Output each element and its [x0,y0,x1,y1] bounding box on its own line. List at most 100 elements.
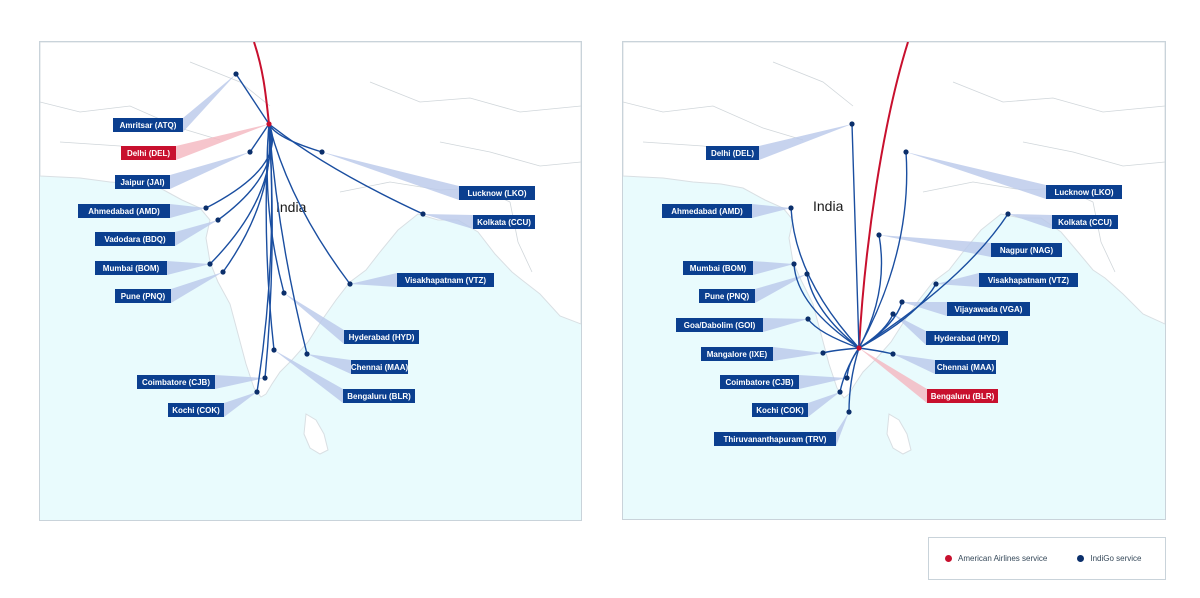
label-text: Mangalore (IXE) [707,350,768,359]
routes-layer [167,42,473,417]
city-label-pune-pnq: Pune (PNQ) [699,289,755,303]
pointer-wedge-kochi-cok [808,392,840,417]
map-svg-delhi: India Amritsar (ATQ) Delhi (DEL) Jaipur (J… [40,42,581,520]
city-dot-vijayawada-vga [899,299,905,305]
city-dot-visakhapatnam-vtz [933,281,939,287]
city-label-coimbatore-cjb: Coimbatore (CJB) [720,375,799,389]
navy-dot-icon [1077,555,1085,562]
route-line-visakhapatnam-vtz [268,123,351,285]
label-box [78,204,170,218]
city-label-hyderabad-hyd: Hyderabad (HYD) [926,331,1008,345]
city-label-vadodara-bdq: Vadodara (BDQ) [95,232,175,246]
label-text: Jaipur (JAI) [120,178,164,187]
pointer-wedge-bengaluru-blr [859,348,927,403]
city-dot-mumbai-bom [791,261,797,267]
pointer-wedge-ahmedabad-amd [752,204,791,218]
label-text: Chennai (MAA) [351,363,409,372]
route-line-goa-dabolim-goi [807,318,860,349]
label-box [683,261,753,275]
label-text: Hyderabad (HYD) [349,333,415,342]
route-line-pune-pnq [806,273,860,349]
city-label-mumbai-bom: Mumbai (BOM) [95,261,167,275]
label-box [714,432,836,446]
route-line-chennai-maa [268,123,308,355]
city-dot-amritsar-atq [233,71,239,77]
route-line-lucknow-lko [268,123,323,153]
city-label-amritsar-atq: Amritsar (ATQ) [113,118,183,132]
pointer-wedge-vijayawada-vga [902,302,947,316]
city-label-kolkata-ccu: Kolkata (CCU) [473,215,535,229]
route-line-amritsar-atq [235,73,270,125]
pointer-wedge-thiruvananthapuram-trv [836,412,849,446]
route-line-bengaluru-blr [265,123,275,351]
city-label-delhi-del: Delhi (DEL) [121,146,176,160]
city-label-chennai-maa: Chennai (MAA) [935,360,996,374]
label-text: Kolkata (CCU) [1058,218,1112,227]
pointer-wedge-jaipur-jai [170,152,250,189]
city-label-nagpur-nag: Nagpur (NAG) [991,243,1062,257]
label-box [343,389,415,403]
label-text: Vijayawada (VGA) [955,305,1023,314]
city-dot-bengaluru-blr [856,345,862,351]
label-text: Vadodara (BDQ) [104,235,166,244]
city-label-goa-dabolim-goi: Goa/Dabolim (GOI) [676,318,763,332]
label-box [991,243,1062,257]
route-line-delhi-del [851,123,860,349]
city-dot-coimbatore-cjb [262,375,268,381]
pointer-wedge-lucknow-lko [322,152,459,200]
country-label-india: India [813,198,844,214]
label-text: Ahmedabad (AMD) [671,207,743,216]
label-text: Goa/Dabolim (GOI) [684,321,756,330]
city-label-lucknow-lko: Lucknow (LKO) [1046,185,1122,199]
labels-layer: Delhi (DEL) Ahmedabad (AMD) Mumbai (BOM) Pu… [662,146,1122,446]
city-dot-lucknow-lko [319,149,325,155]
legend-american-label: American Airlines service [958,554,1048,563]
american-route-line [858,42,909,349]
label-text: Coimbatore (CJB) [142,378,210,387]
label-box [927,389,998,403]
country-label-india: India [276,199,307,215]
sri-lanka [303,413,329,455]
route-line-kolkata-ccu [858,213,1009,349]
city-dot-ahmedabad-amd [203,205,209,211]
city-dot-delhi-del [849,121,855,127]
city-dot-chennai-maa [304,351,310,357]
city-label-jaipur-jai: Jaipur (JAI) [115,175,170,189]
pointer-wedge-goa-dabolim-goi [763,318,808,332]
label-box [935,360,996,374]
route-line-nagpur-nag [858,234,883,349]
route-line-hyderabad-hyd [858,313,894,349]
label-text: Chennai (MAA) [937,363,995,372]
label-box [926,331,1008,345]
route-line-ahmedabad-amd [790,207,860,349]
city-label-vijayawada-vga: Vijayawada (VGA) [947,302,1030,316]
pointer-wedge-amritsar-atq [183,74,236,132]
city-label-delhi-del: Delhi (DEL) [706,146,759,160]
label-box [699,289,755,303]
pointer-wedge-lucknow-lko [906,152,1046,199]
labels-layer: Amritsar (ATQ) Delhi (DEL) Jaipur (JAI) Ahm… [78,118,535,417]
label-box [701,347,773,361]
pointer-wedge-coimbatore-cjb [799,375,847,389]
label-box [351,360,408,374]
pointer-wedge-mangalore-ixe [773,347,823,361]
label-text: Kolkata (CCU) [477,218,531,227]
pointer-wedge-mumbai-bom [753,261,794,275]
label-box [115,175,170,189]
label-box [397,273,494,287]
pointer-wedge-nagpur-nag [879,235,991,257]
label-text: Delhi (DEL) [711,149,754,158]
route-map-delhi: India Amritsar (ATQ) Delhi (DEL) Jaipur (J… [39,41,582,521]
city-label-ahmedabad-amd: Ahmedabad (AMD) [78,204,170,218]
label-box [752,403,808,417]
route-line-mumbai-bom [793,263,860,349]
pointer-wedge-delhi-del [759,124,852,160]
city-label-kochi-cok: Kochi (COK) [168,403,224,417]
city-label-lucknow-lko: Lucknow (LKO) [459,186,535,200]
route-line-vadodara-bdq [217,123,273,221]
label-text: Hyderabad (HYD) [934,334,1000,343]
label-text: Nagpur (NAG) [1000,246,1054,255]
routes-layer [752,42,1052,446]
city-dot-pune-pnq [804,271,810,277]
city-label-thiruvananthapuram-trv: Thiruvananthapuram (TRV) [714,432,836,446]
